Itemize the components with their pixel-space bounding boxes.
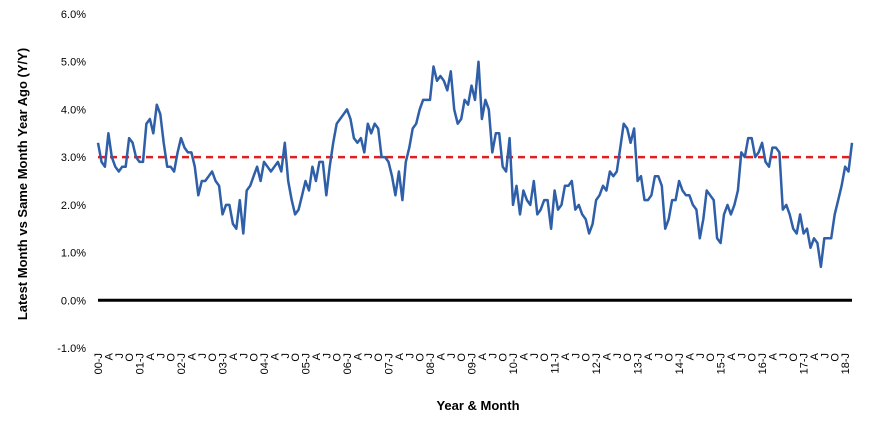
x-tick-label: 04-J xyxy=(259,353,271,374)
x-tick-label: 16-J xyxy=(757,353,769,374)
y-tick-label: 2.0% xyxy=(61,200,86,212)
reference-lines xyxy=(98,155,852,302)
x-tick-label: 07-J xyxy=(384,353,396,374)
x-tick-label: 14-J xyxy=(674,353,686,374)
x-tick-label: 11-J xyxy=(550,353,562,374)
x-tick-label: J xyxy=(404,353,416,359)
x-tick-label: O xyxy=(166,353,178,362)
x-tick-label: J xyxy=(197,353,209,359)
x-tick-label: J xyxy=(114,353,126,359)
series-line xyxy=(96,60,854,269)
x-tick-label: 15-J xyxy=(716,353,728,374)
x-tick-label: 17-J xyxy=(799,353,811,374)
x-tick-label: O xyxy=(290,353,302,362)
x-tick-label: A xyxy=(435,352,447,360)
x-tick-label: 12-J xyxy=(591,353,603,374)
y-tick-label: -1.0% xyxy=(57,343,86,355)
x-tick-label: O xyxy=(705,353,717,362)
x-tick-label: O xyxy=(373,353,385,362)
x-tick-label: J xyxy=(363,353,375,359)
x-tick-label: O xyxy=(456,353,468,362)
y-axis-title: Latest Month vs Same Month Year Ago (Y/Y… xyxy=(15,48,30,320)
x-tick-label: A xyxy=(103,352,115,360)
x-tick-label: 03-J xyxy=(218,353,230,374)
x-tick-label: 13-J xyxy=(633,353,645,374)
x-tick-label: O xyxy=(747,353,759,362)
x-tick-label: A xyxy=(145,352,157,360)
x-tick-label: 09-J xyxy=(467,353,479,374)
y-tick-label: 4.0% xyxy=(61,104,86,116)
x-tick-label: O xyxy=(207,353,219,362)
x-tick-label: O xyxy=(249,353,261,362)
x-tick-label: A xyxy=(518,352,530,360)
x-tick-label: J xyxy=(238,353,250,359)
x-tick-label: J xyxy=(570,353,582,359)
x-tick-label: J xyxy=(819,353,831,359)
x-tick-label: A xyxy=(643,352,655,360)
x-tick-label: J xyxy=(736,353,748,359)
y-tick-label: 5.0% xyxy=(61,57,86,69)
x-tick-label: J xyxy=(778,353,790,359)
x-tick-label: J xyxy=(446,353,458,359)
x-tick-label: A xyxy=(228,352,240,360)
x-tick-label: A xyxy=(684,352,696,360)
x-tick-label: A xyxy=(809,352,821,360)
x-tick-label: 01-J xyxy=(135,353,147,374)
x-tick-label: A xyxy=(394,352,406,360)
x-tick-label: J xyxy=(487,353,499,359)
x-tick-label: J xyxy=(529,353,541,359)
x-tick-label: J xyxy=(280,353,292,359)
x-tick-label: O xyxy=(788,353,800,362)
x-tick-label: A xyxy=(726,352,738,360)
x-tick-label: A xyxy=(477,352,489,360)
x-tick-label: J xyxy=(612,353,624,359)
x-axis-ticks: 00-JAJO01-JAJO02-JAJO03-JAJO04-JAJO05-JA… xyxy=(93,352,852,374)
x-tick-label: A xyxy=(311,352,323,360)
x-tick-label: 02-J xyxy=(176,353,188,374)
x-tick-label: O xyxy=(581,353,593,362)
x-tick-label: 00-J xyxy=(93,353,105,374)
x-tick-label: 06-J xyxy=(342,353,354,374)
x-tick-label: 08-J xyxy=(425,353,437,374)
y-tick-label: 3.0% xyxy=(61,152,86,164)
x-tick-label: J xyxy=(695,353,707,359)
x-tick-label: A xyxy=(601,352,613,360)
x-tick-label: O xyxy=(498,353,510,362)
x-tick-label: O xyxy=(830,353,842,362)
x-axis-title: Year & Month xyxy=(436,398,519,413)
x-tick-label: O xyxy=(539,353,551,362)
x-tick-label: J xyxy=(653,353,665,359)
x-tick-label: J xyxy=(155,353,167,359)
x-tick-label: A xyxy=(186,352,198,360)
x-tick-label: 05-J xyxy=(301,353,313,374)
x-tick-label: O xyxy=(622,353,634,362)
y-tick-label: 6.0% xyxy=(61,9,86,21)
x-tick-label: A xyxy=(352,352,364,360)
x-tick-label: O xyxy=(664,353,676,362)
y-tick-label: 1.0% xyxy=(61,248,86,260)
series-layer xyxy=(96,60,854,269)
x-tick-label: A xyxy=(560,352,572,360)
x-tick-label: J xyxy=(321,353,333,359)
y-axis-ticks: -1.0% 0.0% 1.0% 2.0% 3.0% 4.0% 5.0% 6.0% xyxy=(57,9,86,355)
x-tick-label: O xyxy=(332,353,344,362)
x-tick-label: A xyxy=(269,352,281,360)
x-tick-label: A xyxy=(767,352,779,360)
x-tick-label: O xyxy=(124,353,136,362)
x-tick-label: 10-J xyxy=(508,353,520,374)
x-tick-label: O xyxy=(415,353,427,362)
y-tick-label: 0.0% xyxy=(61,295,86,307)
x-tick-label: 18-J xyxy=(840,353,852,374)
